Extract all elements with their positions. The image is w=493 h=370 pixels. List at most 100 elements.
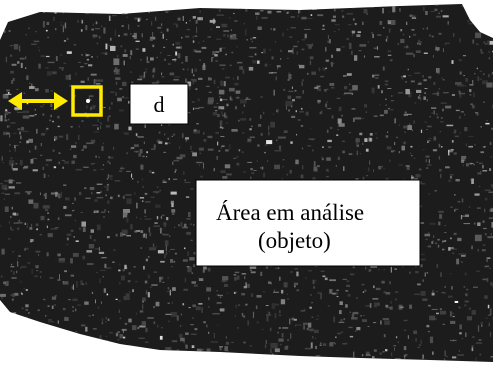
speckle: [153, 306, 155, 308]
speckle: [154, 222, 157, 224]
speckle: [226, 336, 227, 339]
speckle: [361, 1, 363, 4]
speckle: [226, 174, 232, 176]
speckle: [255, 360, 257, 365]
speckle: [142, 179, 143, 180]
speckle: [416, 50, 421, 53]
speckle: [363, 315, 364, 316]
speckle: [231, 29, 232, 31]
speckle: [269, 49, 271, 50]
speckle: [257, 160, 258, 162]
page: d Área em análise (objeto) (() => { cons…: [0, 0, 493, 370]
speckle: [280, 50, 282, 52]
speckle: [372, 34, 374, 38]
speckle: [373, 0, 378, 4]
speckle: [92, 292, 93, 294]
speckle: [484, 209, 485, 213]
speckle: [91, 192, 92, 195]
speckle: [442, 249, 444, 251]
speckle: [190, 224, 192, 225]
speckle: [86, 250, 92, 253]
speckle: [35, 88, 39, 91]
speckle: [234, 277, 236, 281]
speckle: [140, 310, 144, 312]
speckle: [250, 137, 255, 138]
speckle: [276, 140, 277, 141]
speckle: [263, 49, 266, 54]
speckle: [315, 280, 317, 281]
speckle: [79, 355, 86, 356]
speckle: [269, 367, 275, 369]
speckle: [356, 34, 360, 37]
speckle: [123, 213, 127, 217]
speckle: [349, 84, 350, 85]
speckle: [256, 306, 258, 310]
speckle: [247, 162, 252, 163]
speckle: [419, 169, 422, 171]
speckle: [343, 318, 345, 320]
speckle: [408, 335, 409, 339]
speckle: [24, 93, 26, 94]
speckle: [352, 85, 358, 90]
speckle: [187, 266, 190, 267]
speckle: [426, 325, 429, 327]
speckle: [194, 129, 197, 131]
speckle: [391, 301, 392, 304]
speckle: [144, 216, 146, 217]
speckle: [91, 29, 93, 31]
speckle: [95, 28, 100, 29]
speckle: [328, 171, 329, 172]
speckle: [369, 160, 370, 164]
speckle: [338, 119, 342, 124]
speckle: [40, 155, 42, 156]
speckle: [374, 349, 377, 351]
speckle: [312, 9, 317, 10]
speckle: [46, 164, 49, 166]
speckle: [120, 45, 122, 47]
speckle: [225, 164, 230, 168]
speckle: [428, 138, 432, 139]
speckle: [289, 319, 290, 325]
speckle: [192, 317, 193, 318]
speckle: [336, 48, 340, 51]
speckle: [348, 327, 352, 328]
speckle: [27, 322, 31, 325]
speckle: [166, 217, 168, 220]
speckle: [370, 138, 372, 142]
speckle: [116, 299, 118, 300]
speckle: [17, 228, 19, 230]
speckle: [266, 140, 272, 144]
speckle: [127, 358, 132, 361]
speckle: [66, 207, 67, 208]
speckle: [48, 175, 49, 176]
speckle: [151, 284, 157, 286]
speckle: [431, 11, 435, 12]
speckle: [485, 43, 486, 45]
speckle: [308, 270, 311, 271]
speckle: [433, 235, 434, 238]
speckle: [328, 35, 329, 39]
speckle: [82, 20, 83, 24]
speckle: [86, 54, 89, 56]
speckle: [198, 277, 199, 278]
speckle: [145, 68, 147, 70]
speckle: [43, 9, 44, 13]
speckle: [183, 174, 185, 175]
speckle: [55, 295, 57, 296]
speckle: [312, 149, 314, 151]
speckle: [173, 79, 179, 80]
speckle: [225, 352, 231, 353]
speckle: [245, 9, 248, 12]
speckle: [482, 170, 487, 171]
speckle: [72, 286, 73, 289]
speckle: [38, 363, 42, 367]
speckle: [0, 344, 7, 346]
speckle: [244, 23, 245, 24]
speckle: [5, 111, 9, 115]
speckle: [477, 208, 481, 209]
speckle: [239, 363, 241, 367]
speckle: [155, 17, 156, 21]
speckle: [281, 290, 283, 294]
speckle: [200, 11, 201, 13]
speckle: [237, 276, 239, 280]
